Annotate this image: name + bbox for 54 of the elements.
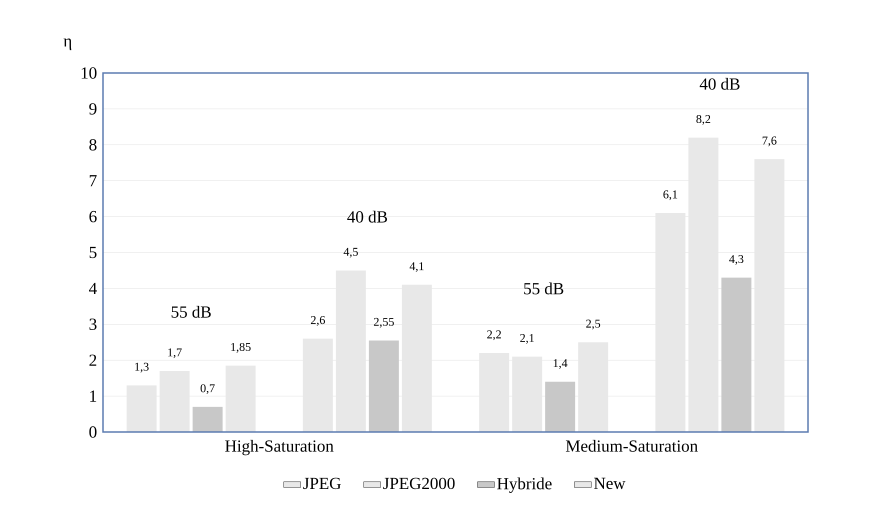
bar <box>336 270 366 432</box>
y-tick-label: 1 <box>90 390 96 402</box>
bar <box>368 340 399 432</box>
data-label: 1,3 <box>135 362 149 372</box>
data-label: 2,2 <box>487 330 501 340</box>
legend-label: New <box>594 478 626 490</box>
data-label: 7,6 <box>762 136 776 146</box>
bar <box>402 284 432 432</box>
data-label: 4,3 <box>729 255 744 265</box>
x-tick-label: 55 dB <box>524 282 564 294</box>
data-label: 2,1 <box>520 334 534 344</box>
text: High-Saturation <box>225 440 334 456</box>
bar <box>479 353 510 432</box>
data-label: 4,5 <box>344 248 358 258</box>
y-axis-title: η <box>64 38 72 50</box>
x-tick-label: 55 dB <box>172 306 211 318</box>
y-tick-label: 0 <box>89 426 97 438</box>
bar <box>655 213 686 432</box>
bar <box>192 406 223 432</box>
data-label: 0,7 <box>200 384 215 394</box>
y-tick-label: 3 <box>90 318 96 330</box>
legend-label: JPEG2000 <box>383 478 455 490</box>
y-tick-label: 8 <box>89 139 97 151</box>
bar <box>160 370 190 432</box>
bar <box>302 338 333 432</box>
legend-label: JPEG <box>303 478 341 490</box>
data-label: 2,55 <box>374 318 394 328</box>
text: Medium-Saturation <box>566 440 698 452</box>
bar <box>126 385 157 432</box>
legend-label: Hybride <box>497 477 552 493</box>
data-label: 1,7 <box>168 348 182 358</box>
data-label: 2,5 <box>586 320 600 330</box>
y-tick-label: 4 <box>89 282 97 294</box>
x-tick-label: 40 dB <box>347 210 388 223</box>
bar <box>226 366 256 432</box>
bar <box>578 342 608 432</box>
data-label: 1,4 <box>554 359 568 369</box>
bar <box>688 138 718 432</box>
y-tick-label: 7 <box>90 175 97 186</box>
bar <box>721 278 752 432</box>
data-label: 2,6 <box>310 316 325 326</box>
data-label: 6,1 <box>663 190 678 200</box>
y-tick-label: 9 <box>89 103 96 115</box>
y-tick-label: 5 <box>90 246 96 258</box>
bar <box>754 159 784 432</box>
bar <box>545 382 576 432</box>
y-tick-label: 10 <box>82 67 97 79</box>
y-tick-label: 2 <box>89 354 96 366</box>
data-label: 8,2 <box>696 114 710 125</box>
data-label: 4,1 <box>410 262 424 272</box>
bar <box>512 356 542 432</box>
y-tick-label: 6 <box>89 210 97 222</box>
data-label: 1,85 <box>231 342 251 353</box>
x-tick-label: 40 dB <box>700 78 740 90</box>
